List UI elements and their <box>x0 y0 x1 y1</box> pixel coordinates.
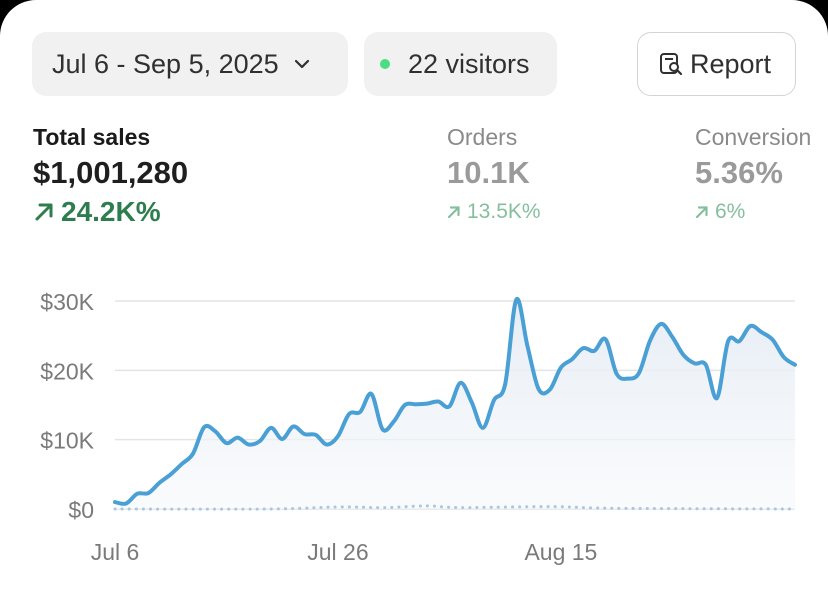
date-range-label: Jul 6 - Sep 5, 2025 <box>52 48 279 79</box>
total-sales-metric[interactable]: Total sales $1,001,280 24.2K% <box>33 122 188 230</box>
total-sales-delta-value: 24.2K% <box>61 196 161 227</box>
orders-delta: 13.5K% <box>447 194 541 230</box>
series-area <box>115 298 795 509</box>
live-visitors-badge[interactable]: 22 visitors <box>364 32 557 96</box>
y-tick-label: $20K <box>40 358 94 384</box>
conversion-delta: 6% <box>695 194 811 230</box>
total-sales-delta: 24.2K% <box>33 194 188 230</box>
total-sales-label: Total sales <box>33 124 151 150</box>
orders-value: 10.1K <box>447 155 530 190</box>
report-search-icon <box>660 53 683 76</box>
y-tick-label: $0 <box>68 497 94 523</box>
x-tick-label: Aug 15 <box>524 539 597 565</box>
sales-series-line <box>113 297 797 506</box>
report-label: Report <box>690 48 772 79</box>
x-tick-label: Jul 26 <box>307 539 368 565</box>
orders-label: Orders <box>447 124 518 150</box>
x-tick-label: Jul 6 <box>91 539 140 565</box>
y-tick-label: $30K <box>40 289 94 315</box>
conversion-metric[interactable]: Conversion 5.36% 6% <box>695 122 811 230</box>
status-dot-icon <box>380 59 390 69</box>
visitors-label: 22 visitors <box>408 48 530 79</box>
conversion-value: 5.36% <box>695 155 783 190</box>
arrow-up-right-icon <box>695 206 708 219</box>
y-tick-label: $10K <box>40 428 94 454</box>
date-range-selector[interactable]: Jul 6 - Sep 5, 2025 <box>32 32 348 96</box>
orders-delta-value: 13.5K% <box>467 200 541 223</box>
total-sales-value: $1,001,280 <box>33 155 189 190</box>
report-button[interactable]: Report <box>637 32 796 96</box>
conversion-label: Conversion <box>695 124 812 150</box>
chevron-down-icon <box>294 59 309 69</box>
sales-line-chart: $0 $10K $20K $30K Jul 6 Jul 26 Aug 15 <box>40 289 797 565</box>
comparison-series-line <box>113 504 797 511</box>
conversion-delta-value: 6% <box>715 200 746 223</box>
arrow-up-right-icon <box>447 206 460 219</box>
arrow-up-right-icon <box>35 203 53 221</box>
orders-metric[interactable]: Orders 10.1K 13.5K% <box>447 122 541 230</box>
